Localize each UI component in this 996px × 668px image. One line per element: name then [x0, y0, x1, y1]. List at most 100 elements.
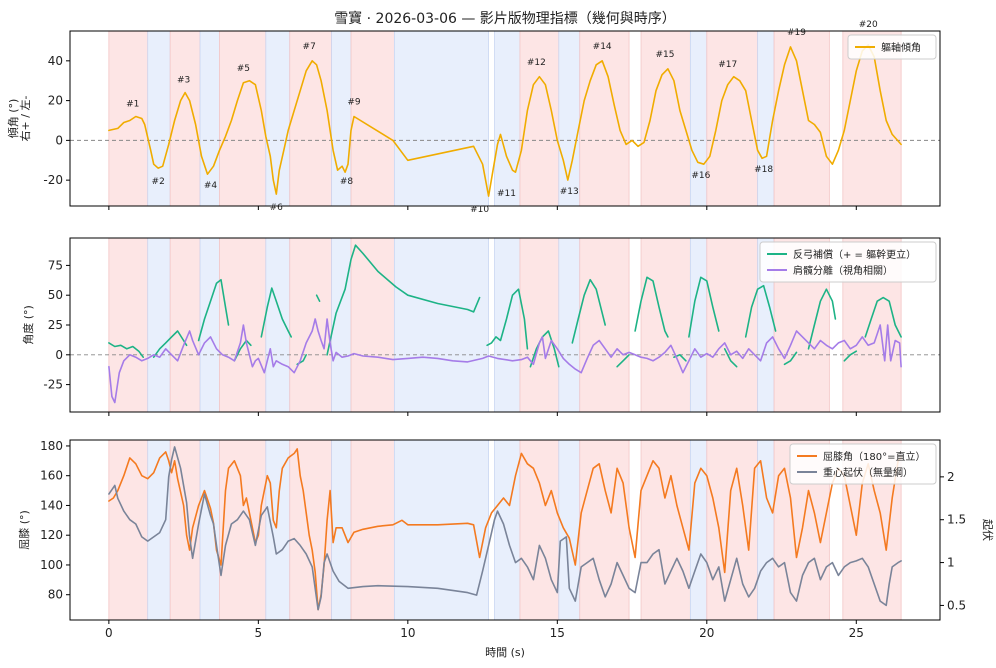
series-line-0-seg-7: [326, 244, 481, 356]
phase-band-blue: [394, 31, 489, 206]
phase-band-blue: [757, 440, 775, 620]
panel-knee-com: 0 5 10 15 20 25 80 100 120 140 160 180 0.5 1 1.5 2 起伏 屈膝 …: [18, 439, 995, 640]
phase-band-red: [351, 440, 395, 620]
series-line-0-seg-11: [616, 354, 630, 368]
phase-band-red: [519, 238, 559, 412]
legend: 軀軸傾角: [847, 34, 937, 60]
phase-band-blue: [494, 238, 520, 412]
phase-band-blue: [558, 31, 580, 206]
phase-band-blue: [690, 440, 707, 620]
series-line-0-seg-6: [315, 294, 321, 302]
y-right-tick-label: 1.5: [947, 513, 966, 527]
y-tick-label: 0: [55, 133, 63, 147]
y-tick-label: 80: [48, 588, 63, 602]
annotation-label: #8: [340, 177, 354, 187]
phase-band-blue: [265, 440, 290, 620]
phase-band-red: [706, 31, 758, 206]
y-tick-label: 180: [40, 439, 63, 453]
phase-band-red: [579, 31, 630, 206]
legend-entry: 軀軸傾角: [881, 41, 921, 54]
y-tick-label: 160: [40, 469, 63, 483]
y-right-tick-label: 1: [947, 556, 955, 570]
phase-band-blue: [394, 238, 489, 412]
panel-tilt: -20 0 20 40 傾角 (°) 右+ / 左- #1 #2 #3 #4 #5 #6 #7 #8 #9 #…: [6, 20, 941, 215]
phase-band-blue: [147, 238, 171, 412]
annotation-label: #13: [560, 187, 579, 197]
annotation-label: #12: [527, 58, 546, 68]
series-group: [108, 44, 902, 197]
y-axis-label: 角度 (°): [21, 305, 35, 345]
annotation-label: #17: [718, 60, 737, 70]
annotation-label: #10: [470, 205, 489, 215]
phase-band-blue: [331, 440, 352, 620]
series-line-0-seg-3: [233, 339, 252, 362]
phase-band-red: [774, 31, 830, 206]
series-line-0-seg-14: [688, 276, 720, 338]
x-tick-label: 10: [400, 626, 415, 640]
series-line-0: [108, 44, 902, 197]
phase-band-red: [706, 440, 758, 620]
annotation-label: #19: [787, 28, 806, 38]
phase-band-red: [351, 238, 395, 412]
phase-band-red: [170, 440, 201, 620]
phase-band-blue: [494, 31, 520, 206]
y-tick-label: 0: [55, 348, 63, 362]
phase-band-blue: [200, 31, 220, 206]
series-line-0-seg-15: [723, 348, 738, 368]
series-line-0-seg-2: [197, 278, 230, 342]
annotation-label: #2: [152, 177, 165, 187]
annotation-label: #9: [347, 98, 361, 108]
annotation-label: #11: [497, 189, 516, 199]
y-axis-label-line: 右+ / 左-: [18, 96, 32, 142]
y-tick-label: 40: [48, 54, 63, 68]
phase-band-blue: [690, 31, 707, 206]
series-line-0-seg-20: [864, 296, 902, 338]
legend-entry: 肩髖分離（視角相關）: [793, 264, 893, 277]
series-line-0-seg-1: [152, 330, 188, 358]
annotation-label: #3: [177, 76, 190, 86]
series-line-0-seg-19: [843, 350, 858, 362]
y-axis-label: 屈膝 (°): [18, 510, 31, 550]
phase-band-red: [579, 440, 630, 620]
series-line-0-seg-8: [486, 288, 529, 350]
panel-angles: -25 0 25 50 75 角度 (°) 反弓補償（+ = 軀幹更立） 肩髖分離（視角相關）: [21, 237, 941, 416]
series-line-0-seg-0: [108, 342, 144, 358]
phase-bands: [108, 31, 902, 206]
y-right-tick-label: 0.5: [947, 598, 966, 612]
annotation-label: #7: [303, 42, 316, 52]
phase-band-blue: [394, 440, 489, 620]
phase-band-red: [219, 31, 266, 206]
phase-band-red: [706, 238, 758, 412]
y-tick-label: 120: [40, 528, 63, 542]
phase-band-red: [289, 31, 332, 206]
legend-box: [759, 241, 937, 283]
phase-band-blue: [200, 238, 220, 412]
legend-box: [789, 443, 937, 485]
annotation-label: #15: [655, 50, 674, 60]
series-line-1: [108, 318, 902, 404]
y-right-axis-label: 起伏: [981, 519, 995, 541]
phase-band-red: [289, 440, 332, 620]
legend-entry: 重心起伏（無量綱）: [823, 466, 913, 479]
legend: 屈膝角（180°=直立） 重心起伏（無量綱）: [789, 443, 937, 485]
series-line-0-seg-18: [807, 288, 837, 350]
y-tick-label: 100: [40, 558, 63, 572]
series-line-0-seg-10: [571, 278, 606, 344]
annotation-label: #5: [237, 64, 250, 74]
phase-band-red: [108, 238, 148, 412]
phase-band-red: [519, 440, 559, 620]
annotation-label: #20: [859, 20, 878, 30]
phase-band-blue: [558, 440, 580, 620]
series-line-0-seg-16: [744, 284, 777, 338]
y-tick-label: -25: [43, 378, 63, 392]
phase-band-red: [170, 238, 201, 412]
series-group: [108, 244, 902, 404]
annotation-label: #4: [204, 181, 218, 191]
phase-band-blue: [494, 440, 520, 620]
phase-band-blue: [690, 238, 707, 412]
x-tick-label: 25: [849, 626, 864, 640]
annotation-label: #1: [126, 100, 139, 110]
x-tick-label: 20: [699, 626, 714, 640]
annotation-label: #14: [593, 42, 612, 52]
series-line-0-seg-4: [260, 287, 292, 338]
